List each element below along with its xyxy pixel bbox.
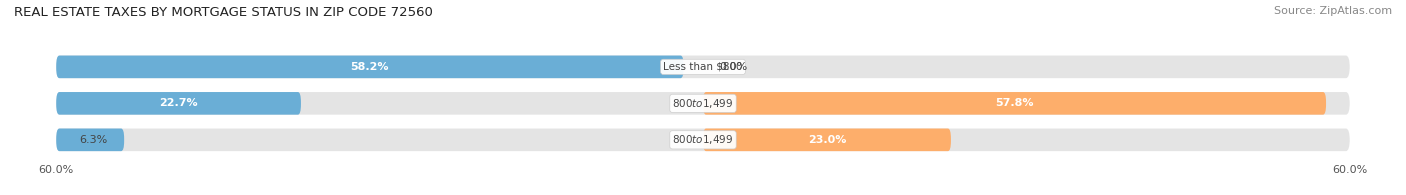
FancyBboxPatch shape [56,92,1350,115]
Text: Source: ZipAtlas.com: Source: ZipAtlas.com [1274,6,1392,16]
FancyBboxPatch shape [703,92,1326,115]
FancyBboxPatch shape [56,56,1350,78]
FancyBboxPatch shape [56,92,301,115]
Text: 22.7%: 22.7% [159,98,198,108]
FancyBboxPatch shape [56,129,124,151]
Text: Less than $800: Less than $800 [664,62,742,72]
FancyBboxPatch shape [56,56,683,78]
Text: $800 to $1,499: $800 to $1,499 [672,97,734,110]
FancyBboxPatch shape [703,129,950,151]
FancyBboxPatch shape [56,129,1350,151]
Text: REAL ESTATE TAXES BY MORTGAGE STATUS IN ZIP CODE 72560: REAL ESTATE TAXES BY MORTGAGE STATUS IN … [14,6,433,19]
Text: 6.3%: 6.3% [80,135,108,145]
Text: 23.0%: 23.0% [808,135,846,145]
Text: $800 to $1,499: $800 to $1,499 [672,133,734,146]
Text: 58.2%: 58.2% [350,62,389,72]
Text: 57.8%: 57.8% [995,98,1033,108]
Text: 0.0%: 0.0% [720,62,748,72]
